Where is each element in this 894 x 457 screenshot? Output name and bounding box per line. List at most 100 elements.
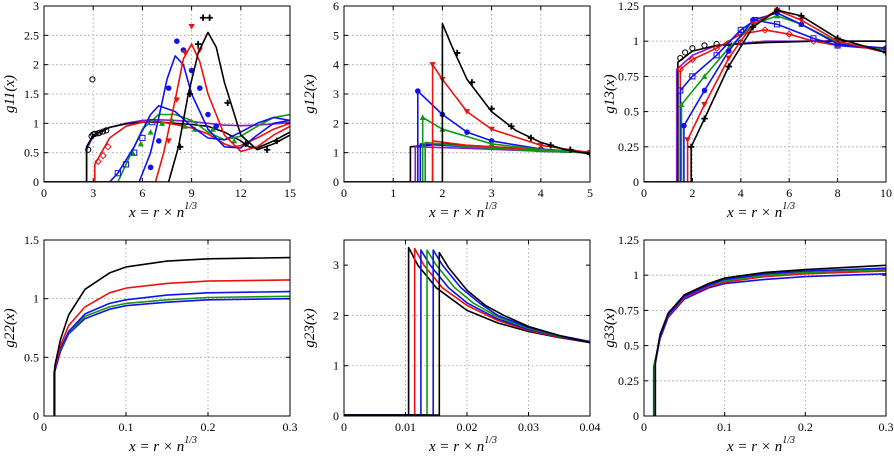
data-marker-black-2 [176, 143, 184, 150]
data-marker-black-2 [206, 14, 213, 21]
plot-area [53, 256, 290, 416]
data-marker-green [182, 123, 189, 129]
series-line-green [653, 268, 886, 416]
data-marker-red [104, 143, 112, 151]
data-marker-blue [713, 52, 720, 59]
plot-frame [643, 239, 887, 417]
x-tick-label: 0.3 [879, 420, 894, 434]
data-marker-green [231, 137, 238, 144]
y-axis-label: g11(x) [2, 75, 18, 113]
data-marker-blue [149, 119, 156, 126]
data-marker-black-2 [701, 115, 708, 122]
data-marker-black-2 [224, 99, 231, 106]
data-marker-black-2 [453, 49, 461, 57]
data-marker-black-2 [586, 150, 590, 158]
y-tick-label: 1.5 [24, 233, 39, 247]
series-line-red-2 [44, 43, 290, 182]
x-tick-label: 0 [41, 420, 47, 434]
data-marker-black-2 [567, 146, 574, 153]
y-tick-label: 0.5 [24, 146, 39, 160]
data-marker-blue [774, 21, 781, 28]
data-marker-blue-2 [750, 17, 756, 23]
plot-area [44, 14, 290, 182]
y-tick-label: 1.25 [618, 0, 639, 13]
y-tick-label: 4 [333, 58, 339, 72]
y-tick-label: 6 [333, 0, 339, 13]
panel-g12: 0 1 2 3 4 5 0 1 2 3 4 5 6 x = r × n1/3 g12(x) [302, 0, 593, 221]
series-line-blue-2 [44, 55, 290, 182]
x-tick-label: 12 [235, 186, 247, 200]
data-marker-green [159, 120, 166, 126]
data-marker-blue [737, 26, 744, 34]
data-marker-blue [677, 87, 684, 94]
data-marker-green [678, 101, 685, 108]
data-marker-red-2 [463, 109, 471, 115]
x-tick-label: 0 [341, 186, 347, 200]
data-marker-red [94, 157, 102, 166]
series-line-blue-2 [53, 290, 290, 416]
x-tick-label: 2 [439, 186, 445, 200]
series-line-green [44, 113, 290, 182]
data-marker-blue-2 [464, 129, 470, 135]
y-tick-label: 1.5 [24, 87, 39, 101]
data-marker-blue [131, 149, 138, 156]
data-marker-blue [114, 170, 121, 177]
x-tick-label: 2 [689, 186, 695, 200]
data-marker-black-2 [882, 49, 886, 56]
data-marker-black-2 [468, 79, 476, 86]
x-tick-label: 0 [341, 420, 347, 434]
data-marker-black-2 [199, 14, 207, 21]
data-marker-black-2 [725, 63, 732, 70]
data-marker-black [713, 40, 720, 48]
x-axis-label: x = r × n1/3 [726, 201, 795, 221]
x-tick-label: 10 [880, 186, 892, 200]
series-line-black [53, 256, 290, 416]
data-marker-blue [139, 134, 146, 142]
x-tick-label: 8 [835, 186, 841, 200]
data-marker-black-2 [773, 7, 781, 14]
data-marker-blue-2 [725, 48, 732, 54]
data-marker-red [712, 44, 721, 52]
series-line-purple [44, 119, 290, 182]
data-marker-blue-2 [147, 164, 154, 171]
x-axis-label: x = r × n1/3 [428, 435, 497, 455]
data-marker-red-2 [537, 142, 544, 149]
x-tick-label: 6 [139, 186, 145, 200]
panel-g11: 0 3 6 9 12 15 0 0.5 1 1.5 2 2.5 3 x = r × n1/3 g11(x) [2, 0, 296, 221]
data-marker-black-2 [194, 40, 202, 48]
data-marker-red-2 [701, 102, 708, 108]
data-marker-red [676, 65, 685, 74]
x-tick-label: 0.3 [283, 420, 298, 434]
data-marker-black [682, 49, 689, 56]
data-marker-green [147, 129, 154, 135]
y-tick-label: 0.25 [618, 374, 639, 388]
data-marker-green [129, 149, 136, 156]
data-marker-blue-2 [165, 85, 172, 91]
x-tick-label: 0 [641, 186, 647, 200]
series-line-green [344, 141, 590, 182]
data-marker-green-2 [488, 140, 495, 147]
series-line-green [53, 295, 290, 416]
panel-g22: 0 0.1 0.2 0.3 0 0.5 1 1.5 x = r × n1/3 g22(x) [2, 233, 298, 455]
data-marker-blue-2 [205, 111, 211, 118]
series-line-black-2 [44, 31, 290, 182]
y-tick-label: 0 [633, 175, 639, 189]
data-marker-black [103, 127, 110, 134]
data-marker-red [761, 26, 769, 34]
data-marker-red-2 [725, 55, 732, 62]
y-tick-label: 0.75 [618, 303, 639, 317]
y-tick-label: 0 [33, 409, 39, 423]
x-axis-label: x = r × n1/3 [726, 435, 795, 455]
data-marker-black-2 [488, 105, 495, 112]
y-tick-label: 0 [333, 409, 339, 423]
data-marker-black-2 [834, 35, 841, 42]
plot-area [652, 264, 886, 416]
y-tick-label: 0 [333, 175, 339, 189]
data-marker-red [688, 55, 697, 64]
x-tick-label: 3 [489, 186, 495, 200]
y-tick-label: 1 [333, 359, 339, 373]
plot-area [344, 246, 590, 416]
plot-frame [643, 5, 887, 183]
data-marker-blue-2 [798, 21, 805, 28]
y-tick-label: 2 [333, 116, 339, 130]
